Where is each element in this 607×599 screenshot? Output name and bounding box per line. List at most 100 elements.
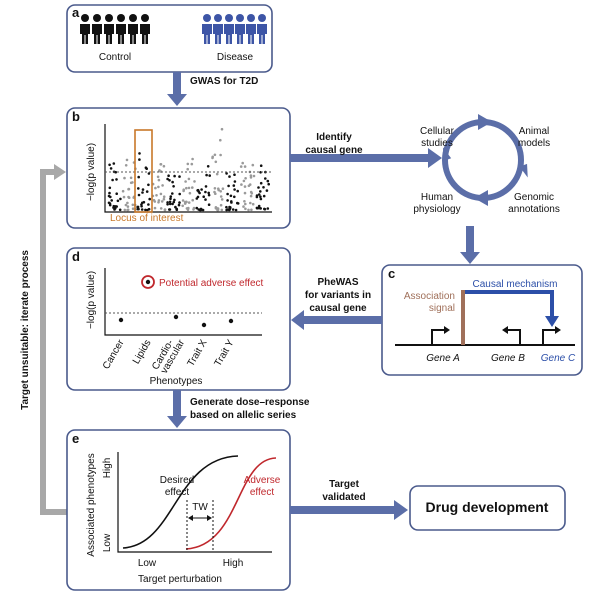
- manhattan-point: [208, 174, 211, 177]
- cycle-label: studies: [421, 138, 453, 149]
- manhattan-point: [122, 195, 126, 199]
- manhattan-point: [232, 184, 236, 187]
- manhattan-point: [255, 195, 259, 199]
- step-label: GWAS for T2D: [190, 76, 258, 87]
- manhattan-point: [166, 203, 169, 206]
- cycle-label: Animal: [519, 126, 550, 137]
- point: [201, 322, 207, 328]
- manhattan-point: [140, 208, 144, 211]
- manhattan-point: [162, 164, 166, 168]
- manhattan-point: [258, 206, 261, 210]
- manhattan-point: [221, 187, 225, 190]
- manhattan-point: [131, 181, 134, 184]
- arrowhead: [428, 148, 442, 168]
- manhattan-point: [172, 200, 176, 204]
- manhattan-point: [181, 204, 184, 208]
- manhattan-point: [138, 158, 141, 161]
- panel-label: b: [72, 109, 80, 124]
- manhattan-point: [121, 189, 125, 193]
- manhattan-point: [187, 177, 191, 181]
- manhattan-point: [233, 173, 236, 176]
- manhattan-point: [107, 201, 111, 205]
- manhattan-point: [123, 176, 126, 180]
- step-label: Target: [329, 479, 359, 490]
- manhattan-point: [252, 174, 256, 178]
- manhattan-point: [240, 183, 243, 186]
- panel-label: c: [388, 266, 395, 281]
- manhattan-point: [251, 163, 255, 167]
- manhattan-point: [159, 163, 163, 166]
- panel-b: [66, 107, 291, 229]
- manhattan-point: [148, 197, 151, 201]
- step-label: Identify: [316, 132, 352, 143]
- adverse-label: effect: [250, 487, 274, 498]
- manhattan-point: [267, 182, 271, 186]
- signal-label: Association: [404, 291, 455, 302]
- person-head: [225, 14, 233, 22]
- manhattan-point: [200, 208, 203, 211]
- manhattan-point: [184, 180, 187, 183]
- person-body: [116, 24, 126, 44]
- arrowhead: [394, 500, 408, 520]
- manhattan-point: [163, 208, 167, 212]
- manhattan-point: [204, 185, 208, 188]
- manhattan-point: [147, 172, 151, 175]
- point: [228, 318, 234, 324]
- manhattan-point: [265, 189, 269, 192]
- manhattan-point: [259, 164, 263, 167]
- person-head: [81, 14, 89, 22]
- panel-d: [66, 247, 291, 391]
- y-axis-label: −log(p value): [86, 271, 97, 329]
- gene-arrow: [508, 329, 521, 345]
- manhattan-point: [231, 208, 235, 211]
- manhattan-point: [239, 165, 243, 168]
- manhattan-point: [255, 206, 259, 210]
- person-body: [246, 24, 256, 44]
- manhattan-point: [157, 178, 161, 182]
- manhattan-point: [225, 208, 228, 212]
- people-icons: [80, 14, 267, 44]
- manhattan-point: [154, 186, 157, 190]
- manhattan-point: [108, 163, 111, 167]
- manhattan-point: [141, 191, 144, 194]
- manhattan-point: [167, 174, 170, 177]
- person-head: [203, 14, 211, 22]
- manhattan-point: [190, 162, 194, 166]
- manhattan-point: [262, 194, 266, 198]
- manhattan-point: [262, 186, 265, 189]
- arrowhead: [478, 114, 492, 130]
- manhattan-point: [171, 192, 174, 195]
- manhattan-point: [234, 208, 238, 212]
- manhattan-point: [137, 207, 140, 211]
- manhattan-point: [169, 195, 173, 198]
- arrowhead: [555, 326, 561, 334]
- cycle-label: models: [518, 138, 550, 149]
- manhattan-point: [181, 199, 185, 202]
- manhattan-point: [160, 200, 164, 203]
- manhattan-point: [159, 192, 163, 196]
- manhattan-point: [263, 207, 266, 211]
- manhattan-point: [171, 180, 174, 184]
- outcome-box: [409, 485, 566, 531]
- legend-label: Potential adverse effect: [159, 278, 264, 289]
- manhattan-point: [186, 167, 189, 171]
- manhattan-point: [264, 177, 267, 180]
- arrowhead: [502, 326, 508, 334]
- manhattan-point: [217, 188, 220, 192]
- manhattan-point: [219, 203, 223, 207]
- manhattan-point: [225, 205, 228, 209]
- manhattan-point: [213, 153, 217, 157]
- manhattan-point: [153, 200, 157, 203]
- manhattan-point: [195, 197, 199, 200]
- person-body: [202, 24, 212, 44]
- manhattan-point: [192, 208, 195, 211]
- manhattan-point: [197, 190, 200, 193]
- person-body: [104, 24, 114, 44]
- cycle-label: Genomic: [514, 192, 554, 203]
- manhattan-point: [109, 167, 113, 170]
- manhattan-point: [244, 177, 247, 180]
- manhattan-point: [126, 205, 130, 208]
- manhattan-point: [243, 191, 247, 195]
- arrowhead: [442, 147, 452, 161]
- manhattan-point: [266, 207, 270, 210]
